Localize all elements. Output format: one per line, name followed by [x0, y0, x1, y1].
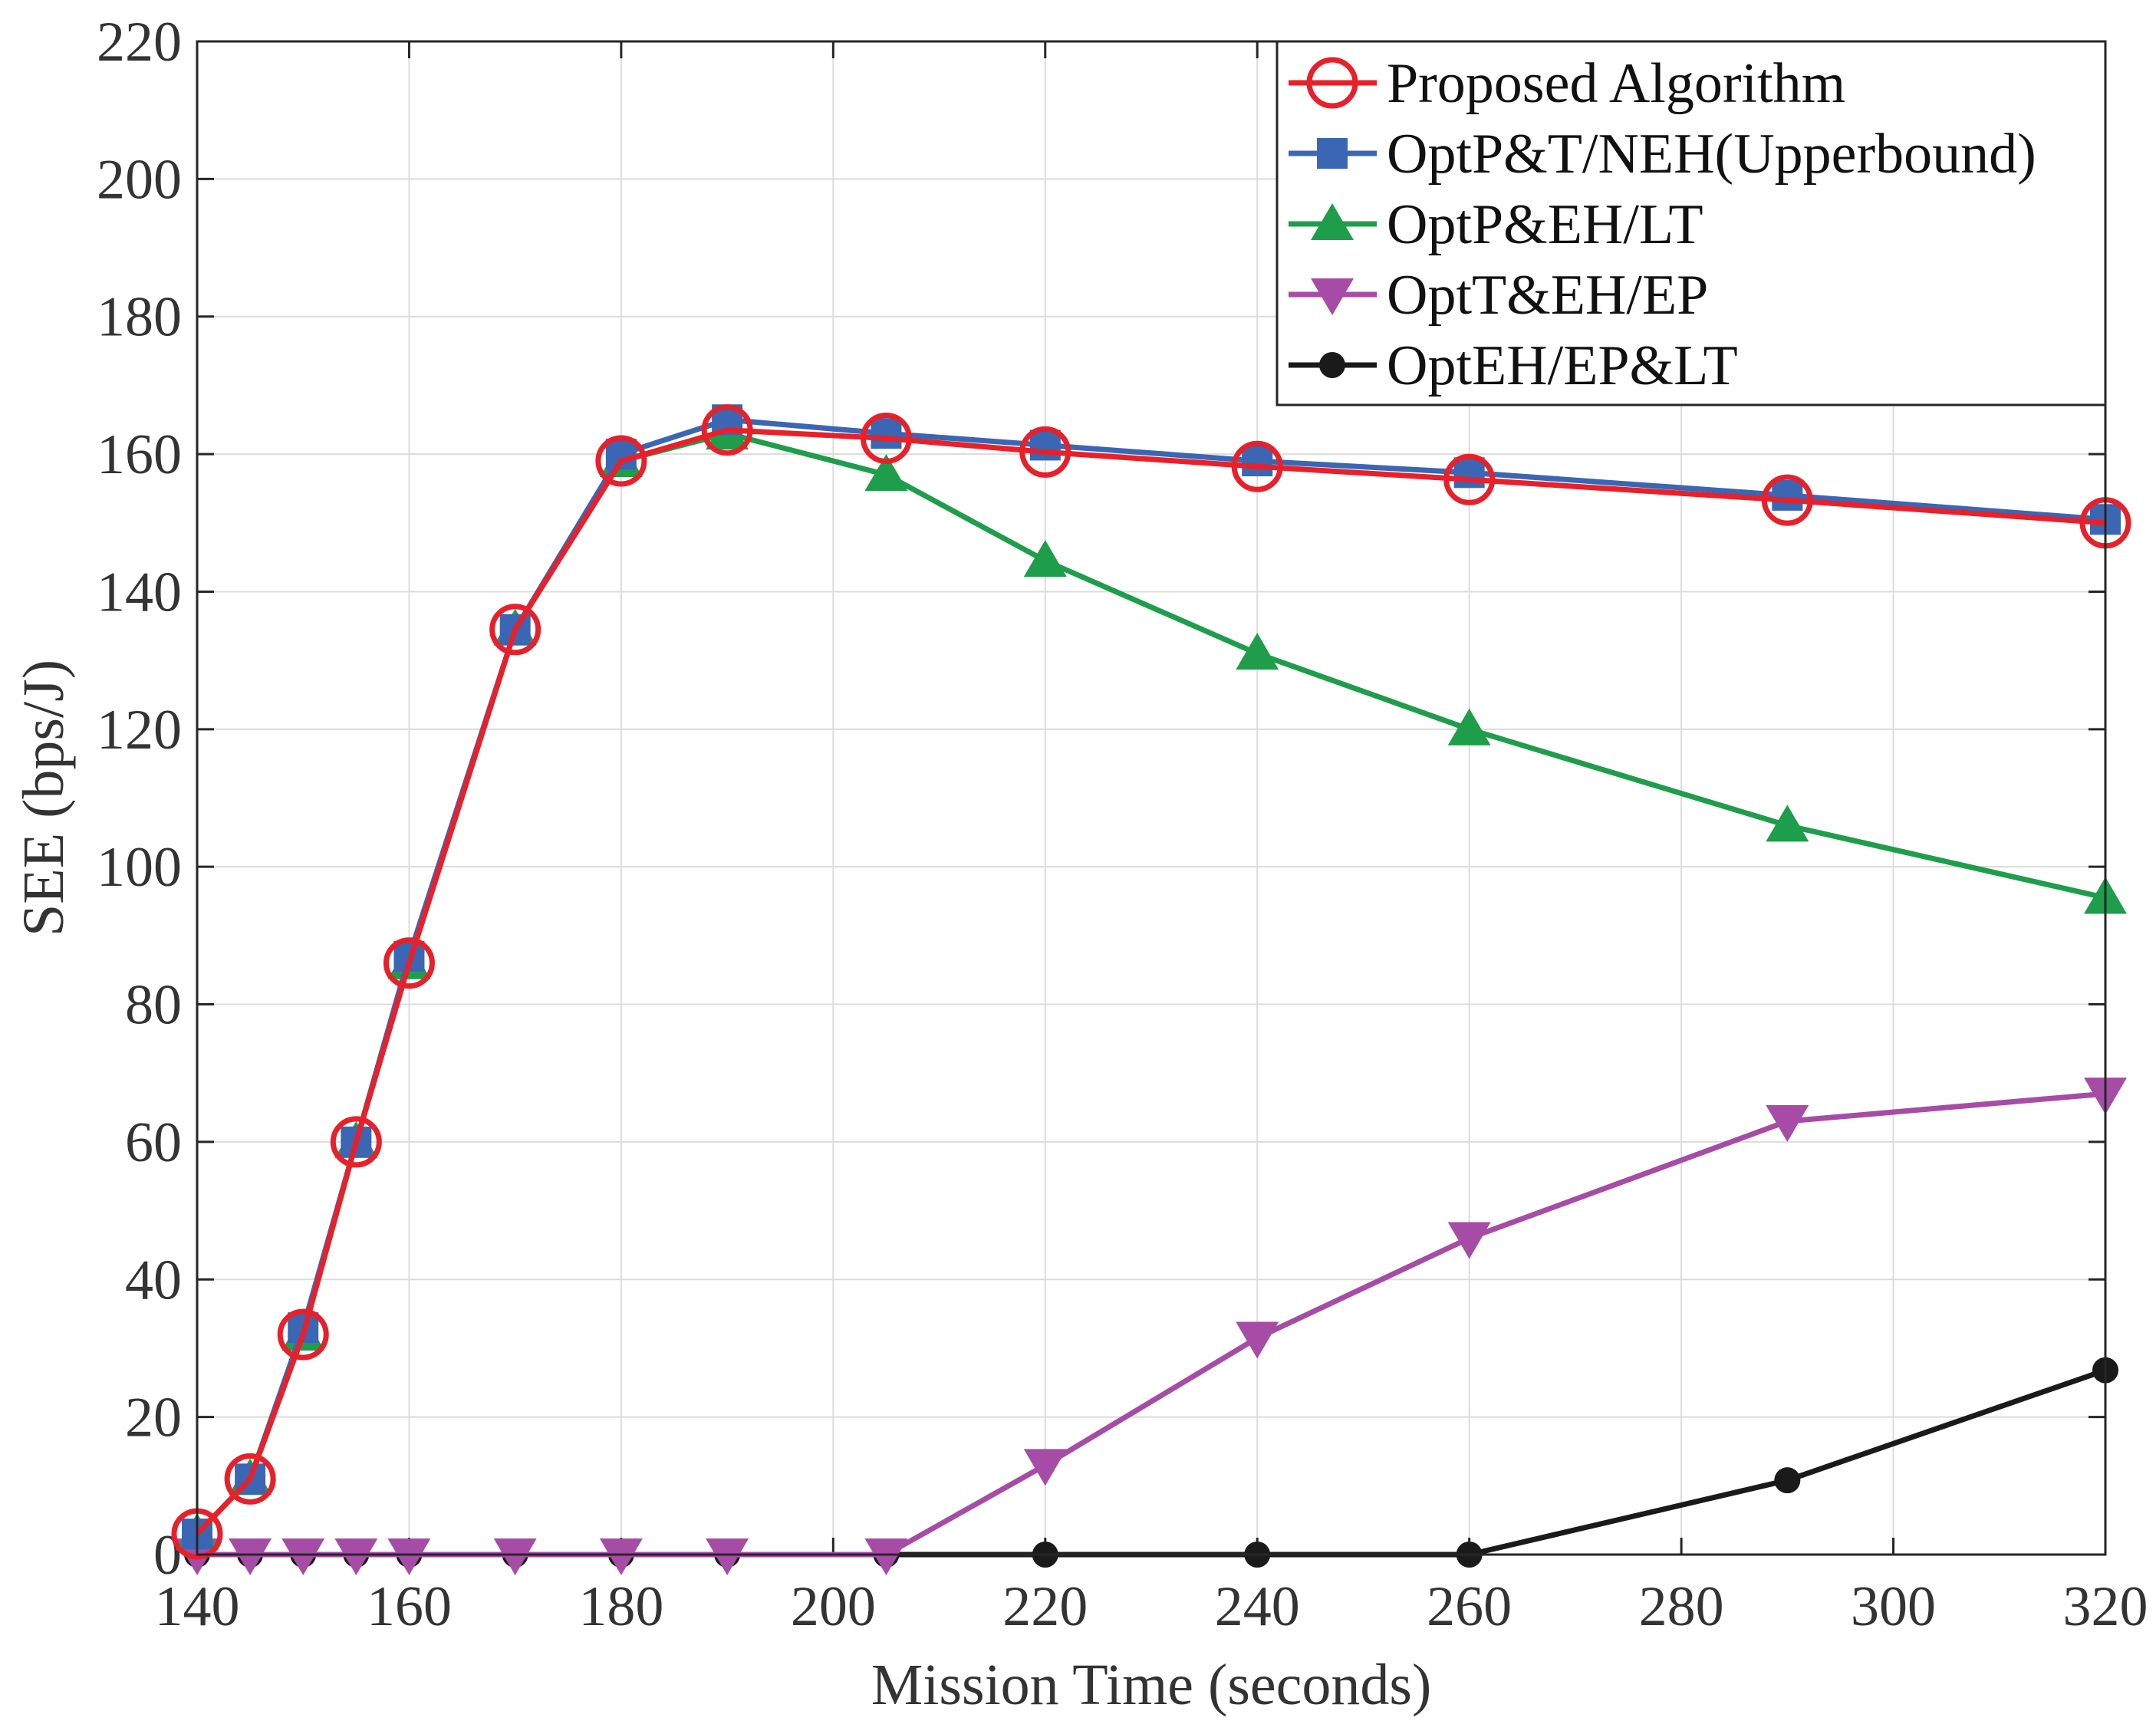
data-point [493, 1538, 537, 1575]
data-point [1443, 453, 1496, 505]
data-point [383, 937, 435, 989]
legend-item: OptT&EH/EP [1289, 264, 1708, 327]
data-point [599, 1538, 643, 1575]
data-point [1019, 426, 1071, 478]
y-tick-label: 200 [97, 148, 182, 211]
legend-item: OptP&T/NEH(Upperbound) [1289, 123, 2036, 186]
data-point [334, 1538, 378, 1575]
data-point [595, 435, 647, 487]
x-tick-label: 300 [1851, 1575, 1936, 1638]
data-point [277, 1308, 329, 1361]
data-point [860, 412, 912, 464]
y-axis-label: SEE (bps/J) [12, 660, 76, 936]
data-point [224, 1453, 276, 1505]
data-point [1231, 440, 1283, 492]
data-point [387, 1538, 431, 1575]
y-tick-label: 80 [125, 974, 182, 1037]
data-point [1447, 708, 1491, 745]
data-point [1236, 1321, 1279, 1359]
legend-label: OptT&EH/EP [1387, 264, 1708, 327]
legend-label: OptEH/EP&LT [1387, 334, 1738, 397]
y-tick-label: 140 [97, 561, 182, 624]
y-tick-label: 0 [153, 1524, 182, 1587]
legend-box [1275, 40, 2107, 406]
series-line [195, 427, 2106, 1536]
plot-frame [196, 40, 2107, 1556]
legend-label: OptP&T/NEH(Upperbound) [1387, 123, 2036, 186]
data-point [871, 418, 902, 449]
x-tick-label: 180 [578, 1575, 663, 1638]
data-point [1029, 429, 1061, 461]
data-point [1242, 446, 1273, 477]
data-point [1023, 540, 1067, 578]
y-tick-label: 120 [97, 699, 182, 762]
data-point [1447, 1222, 1491, 1259]
legend: Proposed Algorithm OptP&T/NEH(Upperbound)… [1275, 40, 2107, 406]
data-point [1774, 1467, 1801, 1494]
legend-marker [1306, 57, 1358, 109]
x-tick-label: 140 [155, 1575, 240, 1638]
x-tick-label: 320 [2063, 1575, 2148, 1638]
legend-marker [1311, 278, 1354, 315]
series-proposed-algorithm [171, 404, 2131, 1560]
y-tick-label: 60 [125, 1111, 182, 1174]
data-point [1766, 805, 1809, 842]
legend-marker [1319, 352, 1345, 378]
data-point [1236, 633, 1279, 670]
y-tick-label: 180 [97, 286, 182, 349]
data-point [489, 604, 541, 656]
data-point [1766, 1105, 1809, 1143]
data-point [1023, 1449, 1067, 1486]
data-point [330, 1116, 382, 1168]
data-point [1761, 474, 1813, 526]
legend-label: Proposed Algorithm [1387, 52, 1845, 115]
data-point [281, 1538, 325, 1575]
y-tick-label: 100 [97, 836, 182, 899]
legend-marker [1311, 203, 1354, 240]
legend-item: OptP&EH/LT [1289, 193, 1703, 256]
axis-ticks: 140 160 180 200 220 240 260 280 300 320 0 20 40 60 80 1… [97, 11, 2148, 1638]
legend-label: OptP&EH/LT [1387, 193, 1703, 256]
y-tick-label: 220 [97, 11, 182, 74]
y-tick-label: 40 [125, 1249, 182, 1311]
x-tick-label: 160 [367, 1575, 452, 1638]
data-point [229, 1538, 272, 1575]
legend-marker [1317, 138, 1348, 169]
data-point [864, 453, 908, 491]
data-point [1772, 479, 1803, 511]
x-tick-label: 240 [1215, 1575, 1300, 1638]
x-tick-label: 220 [1002, 1575, 1088, 1638]
data-point [701, 404, 753, 456]
data-point [864, 1538, 908, 1575]
x-axis-label: Mission Time (seconds) [871, 1653, 1432, 1717]
legend-item: Proposed Algorithm [1289, 52, 1845, 115]
y-tick-label: 160 [97, 423, 182, 486]
legend-item: OptEH/EP&LT [1289, 334, 1738, 397]
y-tick-label: 20 [125, 1387, 182, 1450]
data-point [706, 1538, 749, 1575]
x-tick-label: 260 [1427, 1575, 1512, 1638]
x-tick-label: 280 [1639, 1575, 1724, 1638]
x-tick-label: 200 [791, 1575, 876, 1638]
